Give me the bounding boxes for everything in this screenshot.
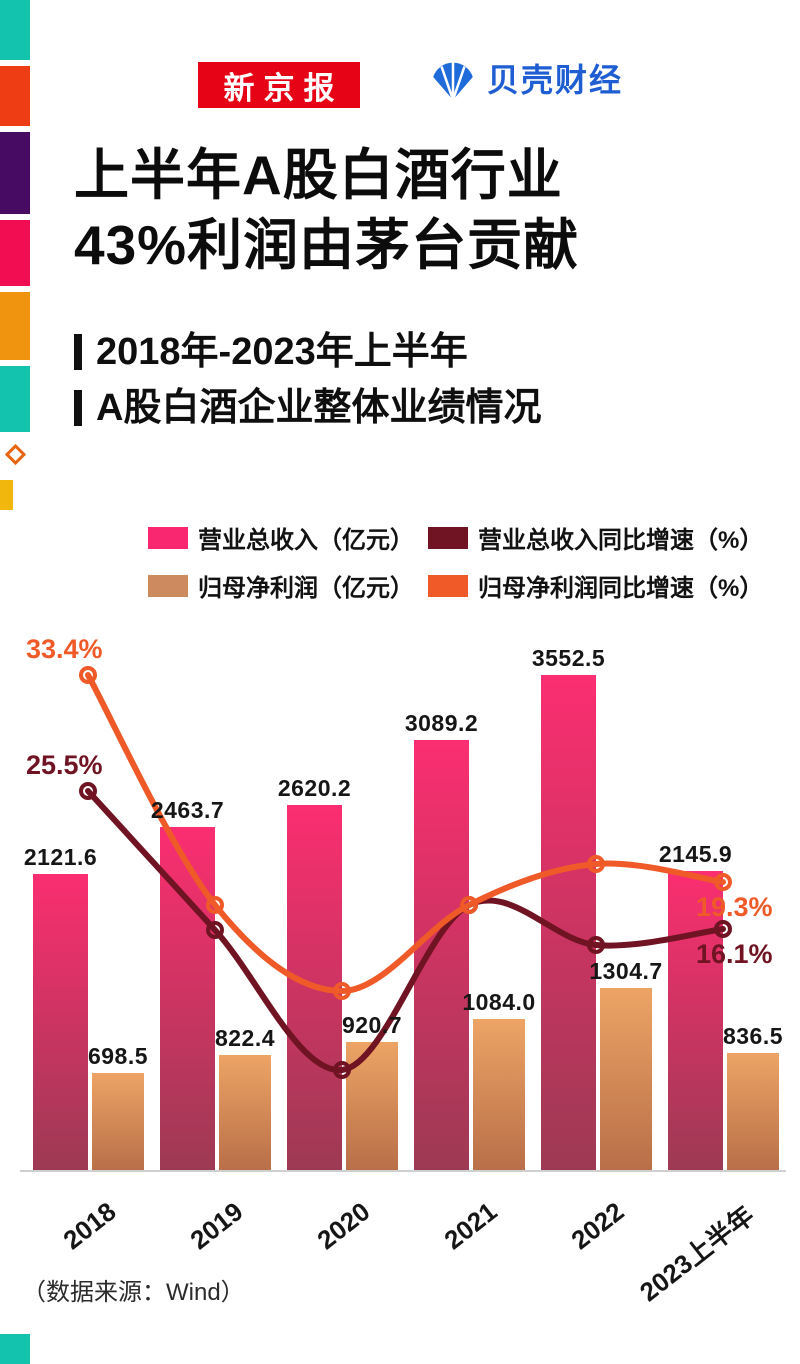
net-profit-growth-end-label: 19.3% <box>696 892 773 922</box>
net-profit-value-label: 836.5 <box>722 1023 784 1049</box>
revenue-value-label: 2121.6 <box>23 844 98 870</box>
chart-legend: 营业总收入（亿元） 营业总收入同比增速（%） 归母净利润（亿元） 归母净利润同比增速（… <box>148 520 763 603</box>
net-profit-growth-line <box>85 672 726 995</box>
xinjingbao-logo: 新京报 <box>198 62 360 108</box>
side-strip-segment <box>0 0 30 60</box>
beike-finance-logo: 贝壳财经 <box>428 54 623 102</box>
line-point-marker <box>206 896 224 914</box>
side-strip-segment <box>0 292 30 360</box>
net-profit-growth-start-label: 33.4% <box>26 634 103 664</box>
beike-wordmark: 贝壳财经 <box>487 62 624 98</box>
chart-subtitle: 2018年-2023年上半年 A股白酒企业整体业绩情况 <box>74 324 541 436</box>
subtitle-line-1: 2018年-2023年上半年 <box>74 324 541 380</box>
legend-swatch <box>428 526 468 549</box>
revenue-value-label: 3552.5 <box>531 645 606 671</box>
line-point-marker <box>460 896 478 914</box>
net-profit-bar <box>727 1053 779 1170</box>
subtitle-accent-bar <box>74 390 82 426</box>
legend-swatch <box>148 574 188 597</box>
bottom-corner-block <box>0 1334 30 1364</box>
side-strip-segment <box>0 220 30 286</box>
net-profit-value-label: 920.7 <box>341 1012 403 1038</box>
line-point-marker <box>79 782 97 800</box>
revenue-value-label: 2145.9 <box>658 841 733 867</box>
net-profit-value-label: 822.4 <box>214 1025 276 1051</box>
x-axis-label: 2022 <box>565 1196 630 1256</box>
line-point-marker <box>587 936 605 954</box>
revenue-growth-start-label: 25.5% <box>26 750 103 780</box>
subtitle-text-1: 2018年-2023年上半年 <box>96 331 468 373</box>
net-profit-value-label: 1304.7 <box>589 958 663 984</box>
revenue-growth-line <box>85 788 726 1074</box>
revenue-value-label: 3089.2 <box>404 710 479 736</box>
revenue-bar <box>414 740 469 1170</box>
subtitle-text-2: A股白酒企业整体业绩情况 <box>96 387 542 429</box>
subtitle-line-2: A股白酒企业整体业绩情况 <box>74 380 541 436</box>
side-strip-segment <box>0 366 30 432</box>
line-point-marker <box>587 855 605 873</box>
title-line-2: 43%利润由茅台贡献 <box>74 214 580 276</box>
x-axis-label: 2021 <box>438 1196 503 1256</box>
revenue-bar <box>287 805 342 1170</box>
legend-swatch <box>428 574 468 597</box>
revenue-bar <box>33 874 88 1170</box>
page-title: 上半年A股白酒行业 43%利润由茅台贡献 <box>74 140 579 280</box>
legend-label: 营业总收入同比增速（%） <box>478 527 764 554</box>
net-profit-bar <box>219 1055 271 1170</box>
x-axis-label: 2020 <box>311 1196 376 1256</box>
line-point-marker <box>206 921 224 939</box>
net-profit-bar <box>346 1042 398 1170</box>
revenue-value-label: 2463.7 <box>150 797 225 823</box>
line-point-marker <box>460 896 478 914</box>
legend-item-net-profit-growth: 归母净利润同比增速（%） <box>428 568 763 603</box>
net-profit-bar <box>473 1019 525 1170</box>
revenue-bar <box>160 827 215 1170</box>
revenue-bar <box>541 675 596 1170</box>
beike-shell-icon <box>433 62 473 101</box>
line-point-marker <box>714 920 732 938</box>
legend-item-revenue: 营业总收入（亿元） <box>148 520 428 555</box>
x-axis-label: 2023上半年 <box>634 1199 760 1308</box>
data-source-note: （数据来源：Wind） <box>22 1279 245 1306</box>
revenue-bar <box>668 871 723 1170</box>
xinjingbao-logo-text: 新京报 <box>223 70 344 106</box>
revenue-value-label: 2620.2 <box>277 775 352 801</box>
side-strip-segment <box>0 132 30 214</box>
line-point-marker <box>714 873 732 891</box>
revenue-growth-end-label: 16.1% <box>696 939 773 969</box>
legend-swatch <box>148 526 188 549</box>
title-line-1: 上半年A股白酒行业 <box>74 144 563 206</box>
side-strip-yellow-block <box>0 480 13 510</box>
subtitle-accent-bar <box>74 334 82 370</box>
line-point-marker <box>333 982 351 1000</box>
legend-item-net-profit: 归母净利润（亿元） <box>148 568 428 603</box>
legend-label: 营业总收入（亿元） <box>198 527 414 554</box>
x-axis-line <box>20 1170 786 1172</box>
side-strip-segment <box>0 66 30 126</box>
line-point-marker <box>79 666 97 684</box>
legend-label: 归母净利润（亿元） <box>198 575 414 602</box>
net-profit-value-label: 1084.0 <box>462 989 536 1015</box>
legend-label: 归母净利润同比增速（%） <box>478 575 764 602</box>
legend-item-revenue-growth: 营业总收入同比增速（%） <box>428 520 763 555</box>
net-profit-bar <box>600 988 652 1170</box>
net-profit-value-label: 698.5 <box>87 1043 149 1069</box>
line-point-marker <box>333 1061 351 1079</box>
net-profit-bar <box>92 1073 144 1170</box>
side-strip <box>0 0 30 1364</box>
